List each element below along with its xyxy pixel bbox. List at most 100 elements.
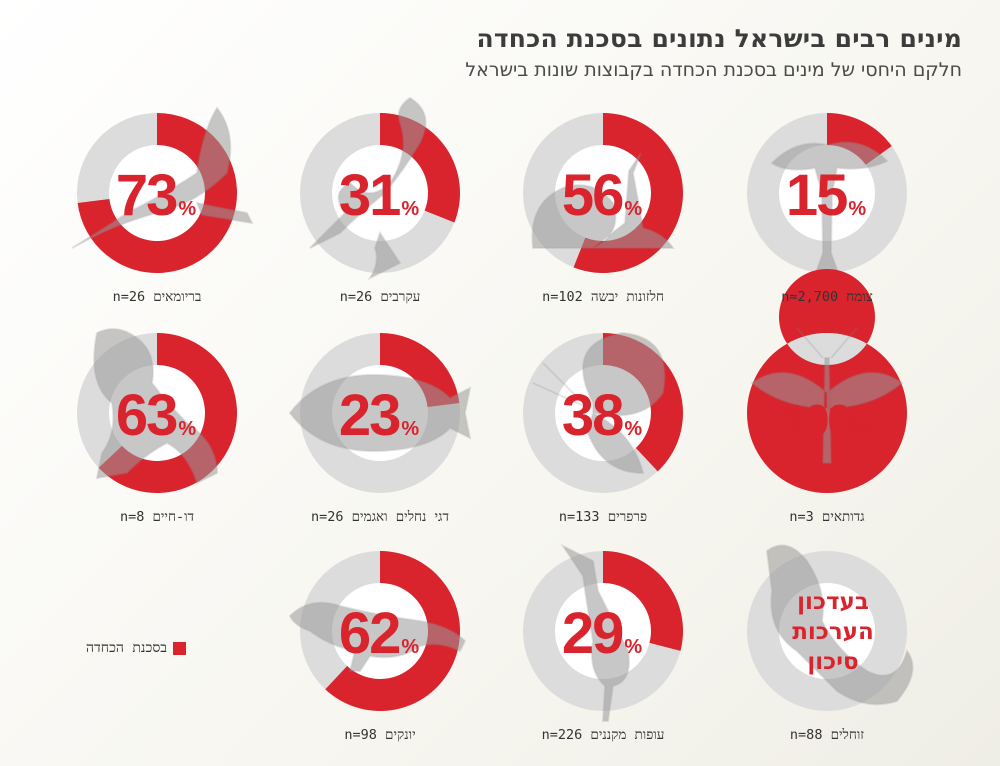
- mongoose-icon: [288, 601, 467, 672]
- value-number: 29: [562, 601, 623, 666]
- group-label: זוחלים n=88: [790, 727, 864, 743]
- value-percent: %: [401, 636, 419, 658]
- center-note-line: בעדכון: [797, 589, 869, 615]
- sample-size: n=98: [344, 727, 377, 743]
- slice-threatened: [380, 333, 460, 407]
- value-percent: %: [178, 198, 196, 220]
- sample-size: n=3: [789, 509, 814, 525]
- donut-2: 56%: [523, 113, 684, 273]
- group-name: חלזונות יבשה: [582, 289, 664, 305]
- chart-title: מינים רבים בישראל נתונים בסכנת הכחדה: [476, 24, 962, 53]
- donut-7: 23%: [288, 333, 472, 493]
- value-percent: %: [178, 418, 196, 440]
- donut-4: 73%: [71, 106, 254, 273]
- sample-size: n=26: [310, 509, 344, 525]
- value-percent: %: [852, 418, 870, 440]
- group-name: זוחלים: [822, 727, 865, 743]
- value-percent: %: [624, 418, 642, 440]
- value-label: 56%: [562, 163, 643, 228]
- frog-icon: [93, 328, 219, 485]
- donut-11: 62%: [288, 551, 467, 712]
- value-label: 63%: [116, 383, 197, 448]
- chart-subtitle: חלקם היחסי של מינים בסכנת הכחדה בקבוצות …: [465, 59, 962, 81]
- sample-size: n=26: [112, 289, 146, 305]
- value-label: 29%: [562, 601, 643, 666]
- legend-label: בסכנת הכחדה: [86, 640, 168, 656]
- value-percent: %: [624, 636, 642, 658]
- group-label: צומח n≈2,700: [781, 289, 873, 305]
- group-label: יונקים n=98: [344, 727, 415, 743]
- donut-3: 31%: [300, 96, 460, 281]
- donut-1: 15%: [747, 113, 907, 276]
- heron-icon: [560, 543, 630, 722]
- value-percent: %: [401, 198, 419, 220]
- donut-10: 29%: [523, 543, 683, 722]
- sample-size: n=26: [339, 289, 373, 305]
- value-percent: %: [848, 198, 866, 220]
- group-label: בריומאים n=26: [113, 289, 202, 305]
- value-percent: %: [401, 418, 419, 440]
- slice-threatened: [325, 551, 460, 712]
- sample-size: n=88: [789, 727, 823, 743]
- group-label: עקרבים n=26: [340, 289, 421, 305]
- sample-size: n≈2,700: [781, 289, 839, 305]
- center-note-line: הערכות: [792, 619, 874, 645]
- snail-icon: [531, 152, 675, 249]
- sample-size: n=8: [119, 509, 145, 525]
- scorpion-icon: [309, 96, 427, 281]
- acacia-tree-icon: [770, 141, 889, 276]
- header: מינים רבים בישראל נתונים בסכנת הכחדה חלק…: [465, 24, 962, 81]
- group-name: יונקים: [376, 727, 416, 743]
- fish-icon: [288, 373, 472, 453]
- value-number: 100: [782, 396, 850, 445]
- value-label: 73%: [116, 163, 197, 228]
- donut-9: בעדכון הערכות סיכון: [747, 544, 914, 711]
- value-percent: %: [624, 198, 642, 220]
- group-name: צומח: [838, 289, 873, 305]
- group-name: בריומאים: [145, 289, 202, 305]
- value-number: 38: [562, 383, 623, 448]
- value-number: 63: [116, 383, 177, 448]
- mayfly-icon: [750, 327, 904, 464]
- value-label: 31%: [339, 163, 420, 228]
- value-label: 15%: [786, 163, 867, 228]
- lizard-icon: [765, 544, 914, 706]
- value-label: 23%: [339, 383, 420, 448]
- legend-swatch: [173, 642, 187, 655]
- value-label: 62%: [339, 601, 420, 666]
- value-number: 73: [116, 163, 177, 228]
- value-label: 100%: [782, 396, 869, 445]
- slice-threatened: [380, 113, 460, 223]
- group-name: דו-חיים: [144, 509, 195, 525]
- donut-5: 100%: [746, 268, 907, 493]
- legend: בסכנת הכחדה: [86, 640, 187, 657]
- center-note-line: סיכון: [807, 649, 858, 675]
- group-label: דו-חיים n=8: [120, 509, 194, 525]
- donut-8: 63%: [77, 328, 237, 493]
- donut-6: 38%: [523, 331, 684, 493]
- group-name: עקרבים: [372, 289, 421, 305]
- group-name: פרפרים: [599, 509, 648, 525]
- value-number: 56: [562, 163, 623, 228]
- sample-size: n=226: [541, 727, 583, 743]
- group-name: דגי נחלים ואגמים: [343, 509, 450, 525]
- value-number: 62: [339, 601, 400, 666]
- slice-threatened: [603, 551, 683, 651]
- value-number: 31: [339, 163, 400, 228]
- sample-size: n=102: [542, 289, 583, 305]
- value-number: 23: [339, 383, 400, 448]
- value-label: 38%: [562, 383, 643, 448]
- value-number: 15: [786, 163, 847, 228]
- butterfly-icon: [532, 331, 666, 475]
- group-label: פרפרים n=133: [559, 509, 647, 525]
- group-name: עופות מקננים: [582, 727, 665, 743]
- group-label: חלזונות יבשה n=102: [542, 289, 664, 305]
- sample-size: n=133: [558, 509, 600, 525]
- group-label: גדותאים n=3: [789, 509, 864, 525]
- group-name: גדותאים: [813, 509, 865, 525]
- group-label: עופות מקננים n=226: [542, 727, 665, 743]
- group-label: דגי נחלים ואגמים n=26: [311, 509, 449, 525]
- slice-threatened: [77, 113, 237, 273]
- lizard-tail-icon: [71, 106, 254, 249]
